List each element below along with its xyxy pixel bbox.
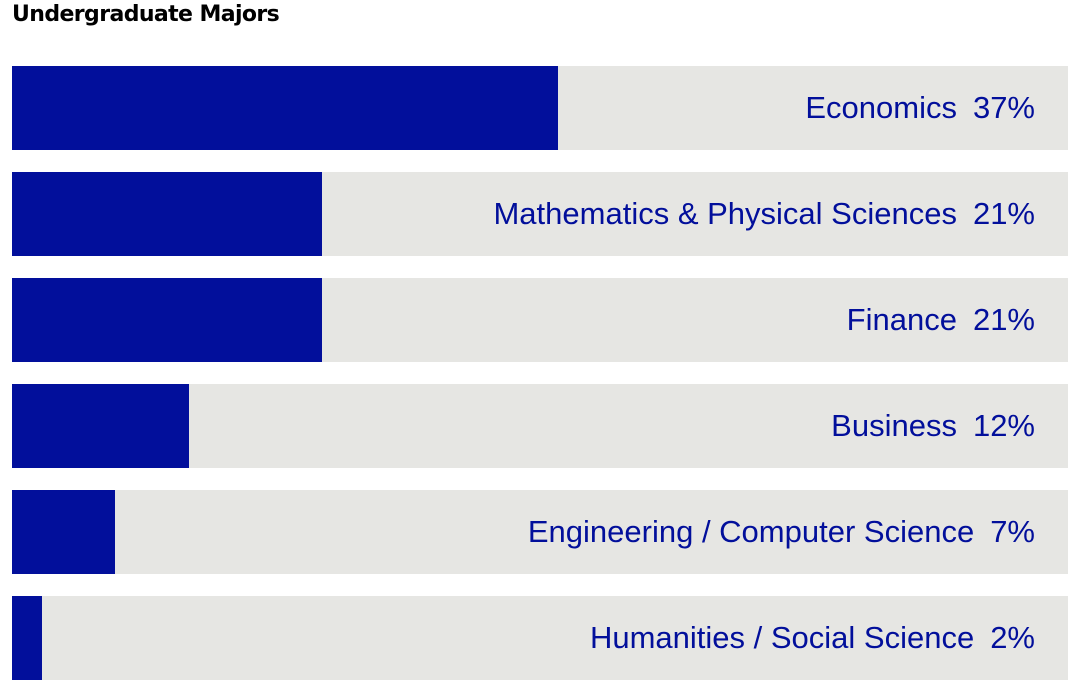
- category-label: Business: [831, 408, 957, 443]
- bar-engineering-computer-science: [12, 490, 116, 574]
- bar-row-business: Business 12%: [12, 384, 1068, 468]
- bar-label-business: Business 12%: [831, 384, 1035, 468]
- value-label: 7%: [990, 514, 1035, 549]
- bar-row-economics: Economics 37%: [12, 66, 1068, 150]
- bar-label-economics: Economics 37%: [805, 66, 1035, 150]
- bar-row-finance: Finance 21%: [12, 278, 1068, 362]
- value-label: 21%: [972, 196, 1035, 231]
- category-label: Engineering / Computer Science: [527, 514, 975, 549]
- bar-chart: Economics 37% Mathematics & Physical Sci…: [12, 66, 1068, 680]
- bar-label-humanities-social-science: Humanities / Social Science 2%: [590, 596, 1035, 680]
- category-label: Finance: [846, 302, 957, 337]
- value-label: 21%: [972, 302, 1035, 337]
- bar-economics: [12, 66, 559, 150]
- bar-label-mathematics-physical-sciences: Mathematics & Physical Sciences 21%: [493, 172, 1035, 256]
- bar-label-finance: Finance 21%: [847, 278, 1035, 362]
- bar-row-engineering-computer-science: Engineering / Computer Science 7%: [12, 490, 1068, 574]
- category-label: Humanities / Social Science: [589, 620, 975, 655]
- chart-title: Undergraduate Majors: [12, 2, 280, 27]
- bar-label-engineering-computer-science: Engineering / Computer Science 7%: [528, 490, 1035, 574]
- category-label: Mathematics & Physical Sciences: [493, 196, 957, 231]
- value-label: 12%: [972, 408, 1035, 443]
- bar-finance: [12, 278, 323, 362]
- value-label: 2%: [990, 620, 1035, 655]
- bar-mathematics-physical-sciences: [12, 172, 323, 256]
- bar-business: [12, 384, 190, 468]
- value-label: 37%: [972, 90, 1035, 125]
- bar-row-humanities-social-science: Humanities / Social Science 2%: [12, 596, 1068, 680]
- bar-humanities-social-science: [12, 596, 42, 680]
- category-label: Economics: [805, 90, 957, 125]
- bar-row-mathematics-physical-sciences: Mathematics & Physical Sciences 21%: [12, 172, 1068, 256]
